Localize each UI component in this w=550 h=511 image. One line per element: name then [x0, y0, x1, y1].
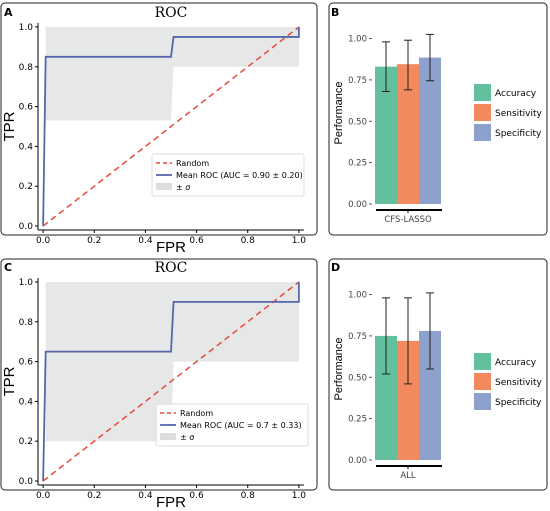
- bar-chart-d: 0.00 0.25 0.50 0.75 1.00 ALL Performance Accura…: [333, 291, 543, 481]
- mean-roc-line: [42, 281, 300, 482]
- y-axis-title: TPR: [1, 111, 18, 141]
- legend-band-label: ± σ: [176, 183, 190, 192]
- legend-label-accuracy: Accuracy: [495, 358, 537, 368]
- y-tick-label: 0.00: [348, 200, 367, 210]
- y-tick-label: 0.50: [348, 117, 367, 127]
- legend-label-specificity: Specificity: [495, 398, 542, 408]
- legend-band-label: ± σ: [180, 433, 194, 442]
- legend-label-accuracy: Accuracy: [495, 89, 537, 99]
- panel-b-frame: [328, 2, 548, 236]
- x-tick-label: 1.0: [292, 491, 307, 501]
- std-band: [45, 281, 299, 442]
- x-tick-label: 0.0: [36, 491, 51, 501]
- y-axis-title: TPR: [1, 366, 18, 396]
- x-axis-title: FPR: [156, 494, 186, 511]
- bar-specificity: [419, 57, 441, 205]
- mean-roc-line: [42, 26, 300, 227]
- legend-label-specificity: Specificity: [495, 129, 542, 139]
- bar-chart-b: 0.00 0.25 0.50 0.75 1.00 CFS-LASSO Performance…: [333, 33, 543, 225]
- x-tick-label: 0.6: [189, 491, 204, 501]
- category-label: ALL: [400, 471, 416, 481]
- y-tick-label: 0.6: [19, 103, 34, 113]
- y-tick-label: 0.50: [348, 373, 367, 383]
- legend-swatch-accuracy: [474, 353, 491, 370]
- panel-d-frame: [328, 258, 548, 491]
- x-axis-title: FPR: [156, 239, 186, 256]
- legend-label-sensitivity: Sensitivity: [495, 109, 543, 119]
- x-tick-label: 0.4: [138, 491, 153, 501]
- y-tick-label: 0.75: [348, 76, 367, 86]
- y-tick-label: 1.00: [348, 35, 367, 45]
- y-tick-label: 0.25: [348, 159, 367, 169]
- legend-random-label: Random: [176, 159, 209, 168]
- x-tick-label: 0.4: [138, 236, 153, 246]
- y-tick-label: 0.8: [19, 318, 34, 328]
- legend-swatch-specificity: [474, 393, 491, 410]
- x-tick-label: 0.6: [189, 236, 204, 246]
- random-line: [42, 281, 300, 482]
- y-tick-label: 0.2: [19, 182, 33, 192]
- y-tick-label: 1.0: [19, 278, 34, 288]
- bar-sensitivity: [397, 64, 419, 204]
- panel-a-frame: [0, 2, 318, 236]
- y-tick-label: 0.4: [19, 397, 34, 407]
- legend-swatch-specificity: [474, 124, 491, 141]
- legend-roc-label: Mean ROC (AUC = 0.7 ± 0.33): [180, 421, 302, 430]
- bar-accuracy: [375, 66, 397, 204]
- category-label: CFS-LASSO: [384, 215, 432, 225]
- legend-box: [155, 403, 309, 447]
- y-tick-label: 0.00: [348, 456, 367, 466]
- x-tick-label: 1.0: [292, 236, 307, 246]
- chart-title: ROC: [155, 5, 188, 21]
- y-tick-label: 0.0: [19, 477, 34, 487]
- y-tick-label: 0.4: [19, 142, 34, 152]
- y-axis-title: Performance: [333, 338, 345, 401]
- y-tick-label: 1.00: [348, 291, 367, 301]
- chart-title: ROC: [155, 260, 188, 276]
- y-tick-label: 0.6: [19, 358, 34, 368]
- panel-letter-d: D: [331, 261, 340, 274]
- y-tick-label: 0.75: [348, 332, 367, 342]
- y-tick-label: 0.0: [19, 222, 34, 232]
- bar-sensitivity: [397, 340, 419, 460]
- panel-letter-a: A: [4, 6, 13, 19]
- x-tick-label: 0.2: [87, 491, 101, 501]
- legend-swatch-accuracy: [474, 84, 491, 101]
- legend-random-label: Random: [180, 409, 213, 418]
- x-tick-label: 0.0: [36, 236, 51, 246]
- x-tick-label: 0.8: [241, 491, 256, 501]
- panel-letter-b: B: [331, 6, 339, 19]
- y-tick-label: 1.0: [19, 23, 34, 33]
- y-tick-label: 0.25: [348, 415, 367, 425]
- y-axis-title: Performance: [333, 82, 345, 145]
- roc-chart-a: 0.0 0.2 0.4 0.6 0.8 1.0 0.0 0.2 0.4 0.6 0.8 1.0 ROC F…: [1, 5, 306, 256]
- legend-band-swatch: [160, 433, 176, 440]
- panel-letter-c: C: [4, 261, 12, 274]
- roc-chart-c: 0.0 0.2 0.4 0.6 0.8 1.0 0.0 0.2 0.4 0.6 0.8 1.0 ROC F…: [1, 260, 309, 511]
- bar-specificity: [419, 330, 441, 460]
- legend-swatch-sensitivity: [474, 104, 491, 121]
- legend-label-sensitivity: Sensitivity: [495, 378, 543, 388]
- random-line: [42, 26, 300, 227]
- legend-swatch-sensitivity: [474, 373, 491, 390]
- x-tick-label: 0.8: [241, 236, 256, 246]
- panel-c-frame: [0, 258, 318, 491]
- x-tick-label: 0.2: [87, 236, 101, 246]
- y-tick-label: 0.2: [19, 437, 33, 447]
- bar-accuracy: [375, 335, 397, 460]
- std-band: [45, 26, 299, 121]
- y-tick-label: 0.8: [19, 63, 34, 73]
- legend-box: [151, 153, 305, 197]
- legend-roc-label: Mean ROC (AUC = 0.90 ± 0.20): [176, 171, 303, 180]
- legend-band-swatch: [156, 183, 172, 190]
